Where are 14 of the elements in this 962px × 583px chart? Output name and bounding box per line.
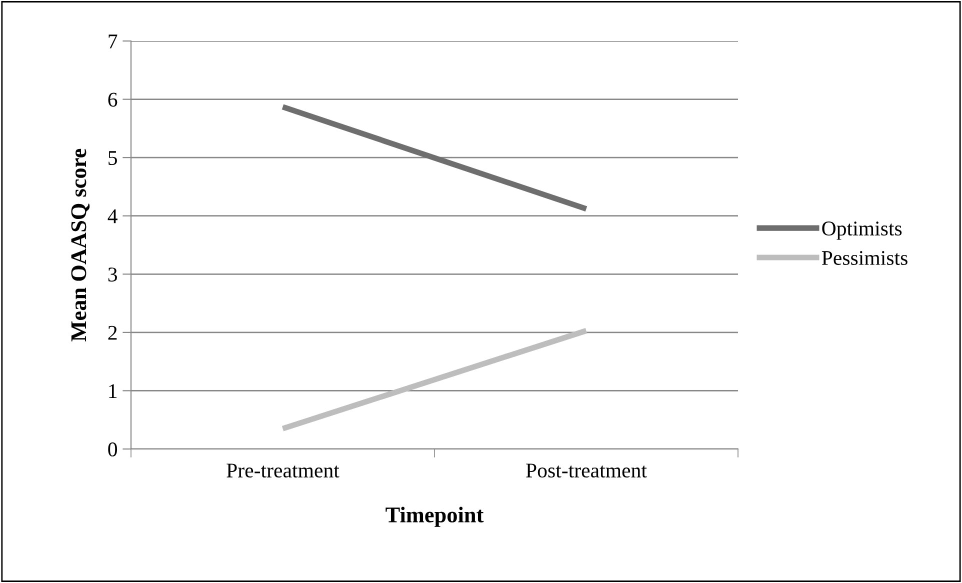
legend-label: Pessimists — [822, 250, 908, 265]
y-tick-label: 4 — [108, 209, 118, 224]
y-tick-label: 0 — [108, 442, 118, 456]
x-tick-label: Pre-treatment — [226, 464, 340, 478]
y-tick-label: 5 — [108, 151, 117, 166]
legend-label: Optimists — [822, 222, 902, 240]
x-axis-title: Timepoint — [386, 506, 484, 527]
y-axis-title: Mean OAASQ score — [71, 148, 90, 342]
y-tick-label: 3 — [108, 268, 117, 282]
y-tick-label: 2 — [108, 326, 117, 340]
x-tick-label: Post-treatment — [526, 464, 647, 478]
y-tick-label: 1 — [109, 384, 117, 398]
y-tick-label: 7 — [108, 34, 118, 48]
y-tick-label: 6 — [108, 92, 118, 107]
